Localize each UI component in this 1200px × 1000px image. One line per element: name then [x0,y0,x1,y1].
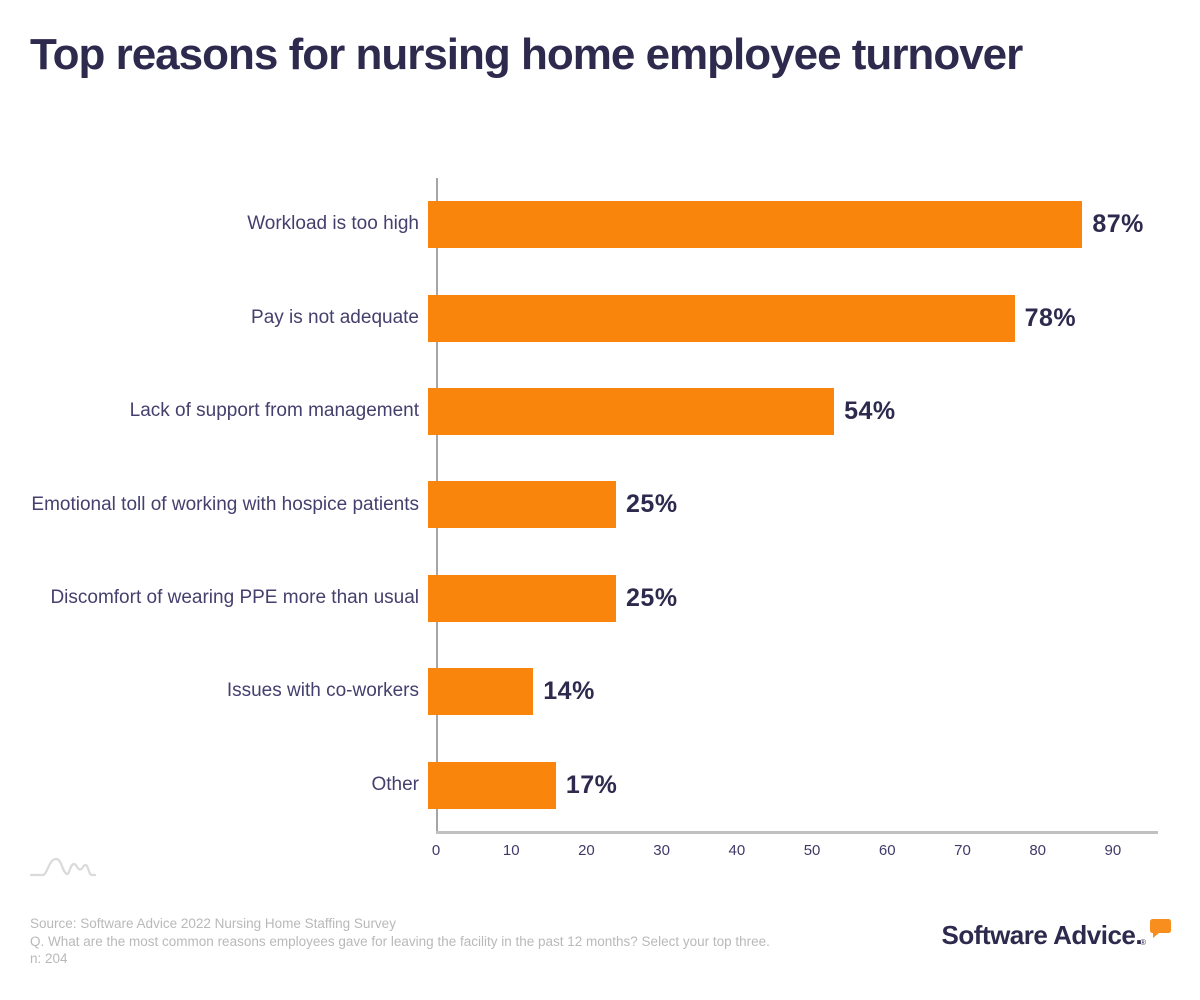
value-label: 87% [1092,210,1144,239]
x-tick-label: 10 [502,842,520,859]
x-tick-label: 90 [1104,842,1122,859]
bar-row: Lack of support from management 54% [30,365,1158,458]
x-tick-label: 80 [1029,842,1046,859]
category-label: Pay is not adequate [251,306,419,328]
x-tick-label: 60 [878,842,896,859]
survey-question: Q. What are the most common reasons empl… [30,933,770,949]
bar-row: Discomfort of wearing PPE more than usua… [30,552,1158,645]
value-label: 14% [543,677,595,706]
category-label: Lack of support from management [129,400,419,422]
logo-text: Software Advice. [941,920,1143,950]
bar-row: Pay is not adequate 78% [30,271,1158,364]
bar [428,294,1015,342]
value-label: 17% [565,770,618,799]
registered-mark: ® [1140,938,1146,947]
bar [428,481,617,529]
value-label: 25% [626,490,678,519]
bar [428,201,1083,249]
bar-row: Workload is too high 87% [30,178,1158,271]
value-label: 54% [844,397,896,426]
x-tick-label: 50 [803,842,821,859]
speech-bubble-icon [1150,919,1171,938]
bar [428,761,556,809]
category-label: Discomfort of wearing PPE more than usua… [50,586,419,608]
bar-track: 14% [428,668,1150,716]
software-advice-logo: Software Advice. ® [941,919,1172,950]
x-tick-label: 0 [431,842,441,859]
x-axis-line [436,831,1158,834]
category-label: Issues with co-workers [226,680,419,702]
bar-track: 17% [428,761,1150,809]
chart-title: Top reasons for nursing home employee tu… [30,30,1023,79]
source-note: Source: Software Advice 2022 Nursing Hom… [30,915,770,968]
x-tick-label: 40 [728,842,746,859]
value-label: 25% [626,583,678,612]
value-label: 78% [1024,303,1077,332]
category-label: Emotional toll of working with hospice p… [31,493,419,515]
x-tick-label: 70 [954,842,971,859]
category-label: Other [371,773,419,795]
wave-icon [30,857,96,877]
sample-size: n: 204 [30,951,68,966]
x-tick-label: 30 [653,842,670,859]
bar-track: 87% [428,201,1150,249]
bar-track: 25% [428,481,1150,529]
bar-track: 54% [428,388,1150,436]
bar [428,668,534,716]
bar [428,388,835,436]
bar-row: Emotional toll of working with hospice p… [30,458,1158,551]
bar-chart: Workload is too high 87% Pay is not adequa… [30,178,1158,859]
bar [428,574,617,622]
source-line: Source: Software Advice 2022 Nursing Hom… [30,916,396,931]
x-tick-label: 20 [578,842,595,859]
bar-track: 25% [428,574,1150,622]
bar-row: Issues with co-workers 14% [30,645,1158,738]
bar-row: Other 17% [30,739,1158,832]
bar-track: 78% [428,294,1150,342]
category-label: Workload is too high [247,213,419,235]
